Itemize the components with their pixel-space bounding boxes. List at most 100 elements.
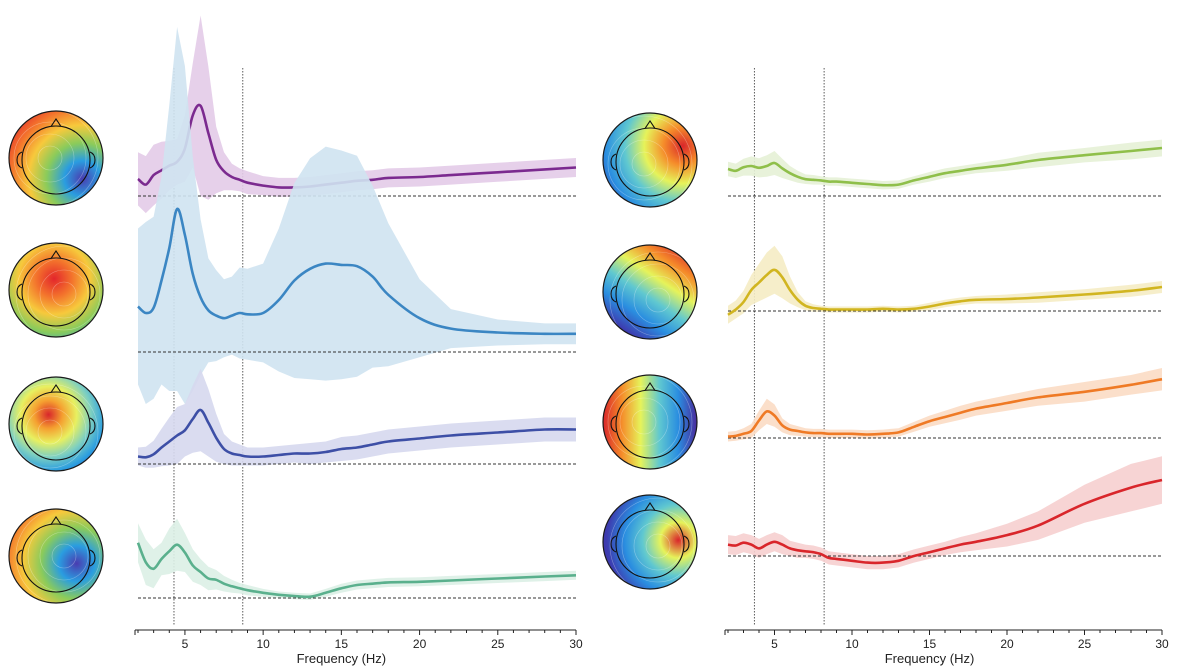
x-axis-label: Frequency (Hz) — [885, 651, 975, 666]
topomap-rim — [602, 374, 698, 470]
topomap-field — [603, 113, 697, 207]
band-left-2 — [138, 368, 576, 468]
topomap-contour — [631, 409, 657, 435]
band-left-3 — [138, 518, 576, 600]
topomap-contour — [51, 281, 77, 307]
series-line-right-2 — [727, 377, 1163, 438]
band-right-3 — [728, 456, 1162, 570]
series-line-right-1 — [727, 268, 1163, 316]
band-right-1 — [728, 245, 1162, 324]
x-tick-label: 5 — [182, 637, 189, 651]
topomap-contour — [631, 151, 657, 177]
topomap-contour — [13, 395, 87, 469]
panel-left: 5 10 15 20 25 30 Frequency (Hz) — [134, 15, 583, 666]
left-ear — [16, 549, 23, 567]
topomap-contour — [633, 275, 683, 325]
topomap-rim — [8, 376, 104, 472]
topomap-contour — [39, 269, 89, 319]
right-ear — [89, 151, 96, 169]
topomap-rim — [8, 242, 104, 338]
nose — [644, 382, 656, 391]
right-ear — [89, 549, 96, 567]
left-ear — [16, 417, 23, 435]
band-left-1 — [138, 27, 576, 404]
topomap-4 — [602, 112, 698, 208]
right-ear — [683, 153, 690, 171]
nose — [50, 250, 62, 259]
topomap-field — [603, 375, 697, 469]
topomap-contour — [9, 383, 99, 471]
x-tick-label: 25 — [491, 637, 505, 651]
x-axis-left: 5 10 15 20 25 30 Frequency (Hz) — [134, 629, 583, 666]
topomap-rim — [8, 110, 104, 206]
topomap-contour — [633, 521, 683, 571]
topomap-1 — [8, 242, 104, 338]
x-tick-label: 15 — [335, 637, 349, 651]
x-tick-label: 10 — [845, 637, 859, 651]
left-ear — [610, 415, 617, 433]
head-outline — [21, 257, 91, 327]
topomap-fill — [603, 375, 697, 469]
topomap-contour — [621, 509, 695, 583]
topomap-field — [603, 495, 697, 589]
topomap-contour — [25, 407, 75, 457]
x-tick-label: 20 — [1000, 637, 1014, 651]
topomap-contour — [619, 139, 669, 189]
topomap-contour — [37, 419, 63, 445]
series-line-right-3 — [727, 478, 1163, 565]
right-ear — [89, 283, 96, 301]
topomap-3 — [8, 508, 104, 604]
topomap-contour — [645, 533, 671, 559]
topomap-contour — [37, 145, 63, 171]
topomap-contour — [27, 257, 101, 331]
topomap-rim — [602, 494, 698, 590]
band-right-0 — [728, 139, 1162, 190]
topomap-6 — [602, 374, 698, 470]
topomap-field — [603, 245, 697, 339]
topomap-field — [9, 111, 103, 205]
topomap-contour — [15, 509, 103, 603]
topomap-rim — [602, 112, 698, 208]
topomap-rim — [602, 244, 698, 340]
topomap-field — [9, 377, 103, 471]
topomap-contour — [609, 497, 697, 589]
topomap-contour — [609, 251, 697, 339]
left-ear — [16, 151, 23, 169]
topomap-contour — [603, 375, 693, 469]
x-tick-label: 10 — [256, 637, 270, 651]
right-ear — [683, 535, 690, 553]
x-tick-label: 15 — [923, 637, 937, 651]
x-axis-right: 5 10 15 20 25 30 Frequency (Hz) — [724, 629, 1169, 666]
left-ear — [610, 153, 617, 171]
topomap-contour — [645, 287, 671, 313]
x-tick-label: 20 — [413, 637, 427, 651]
x-tick-label: 25 — [1078, 637, 1092, 651]
left-ear — [610, 285, 617, 303]
topomap-contour — [603, 115, 693, 207]
series-line-left-2 — [137, 408, 577, 459]
x-tick-label: 30 — [1155, 637, 1169, 651]
nose — [50, 516, 62, 525]
topomap-contour — [621, 263, 695, 337]
head-outline — [615, 259, 685, 329]
series-line-left-3 — [136, 542, 577, 599]
topomap-contour — [9, 111, 99, 205]
nose — [50, 384, 62, 393]
topomap-fill — [9, 243, 103, 337]
nose — [644, 252, 656, 261]
panel-right: 5 10 15 20 25 30 Frequency (Hz) — [724, 68, 1169, 666]
topomap-contour — [27, 519, 101, 593]
head-outline — [21, 391, 91, 461]
nose — [644, 120, 656, 129]
spectra-panels: 5 10 15 20 25 30 Frequency (Hz) 5 10 15 20 25 30 Freq… — [134, 15, 1169, 666]
series-line-left-1 — [137, 207, 577, 336]
topomap-fill — [603, 495, 697, 589]
topomap-fill — [603, 113, 697, 207]
left-ear — [16, 283, 23, 301]
topomap-rim — [8, 508, 104, 604]
topomap-5 — [602, 244, 698, 340]
topomap-0 — [8, 110, 104, 206]
topomap-field — [9, 509, 103, 603]
topomap-contour — [51, 543, 77, 569]
head-outline — [615, 127, 685, 197]
